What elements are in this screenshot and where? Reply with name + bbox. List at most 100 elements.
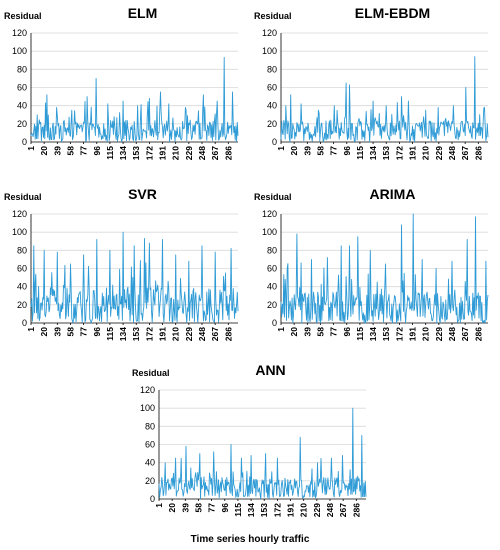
x-tick-label: 248 [325,503,335,517]
x-tick-label: 96 [220,503,230,513]
x-tick-label: 248 [447,146,457,160]
x-tick-label: 20 [39,146,49,156]
x-tick-label: 286 [473,146,483,160]
x-tick-label: 77 [79,327,89,337]
x-tick-label: 96 [342,327,352,337]
x-tick-label: 96 [342,146,352,156]
y-tick-label: 80 [17,64,27,74]
x-tick-label: 39 [302,327,312,337]
y-tick-label: 100 [140,403,155,413]
x-tick-label: 267 [338,503,348,517]
x-tick-label: 153 [381,146,391,160]
x-tick-label: 191 [286,503,296,517]
x-tick-label: 20 [39,327,49,337]
x-tick-label: 96 [92,327,102,337]
x-tick-label: 172 [272,503,282,517]
y-tick-label: 60 [267,83,277,93]
y-tick-label: 40 [145,458,155,468]
x-tick-label: 134 [246,503,256,517]
y-tick-label: 100 [262,227,277,237]
x-tick-label: 267 [460,327,470,341]
x-tick-label: 229 [312,503,322,517]
x-tick-label: 191 [158,327,168,341]
residual-series-line [280,213,489,324]
y-tick-label: 60 [267,264,277,274]
chart-title: SVR [128,186,157,202]
y-tick-label: 60 [145,440,155,450]
y-tick-label: 0 [22,318,27,328]
y-tick-label: 100 [12,227,27,237]
x-tick-label: 134 [368,327,378,341]
chart-panel-svr: SVR Residual 0 20 40 60 80 100 120 1 20 39 58 77 96 115… [0,181,245,351]
x-tick-label: 267 [210,327,220,341]
x-tick-label: 1 [26,327,36,332]
y-tick-label: 120 [262,209,277,219]
x-tick-label: 248 [197,146,207,160]
x-tick-label: 172 [394,327,404,341]
y-tick-label: 20 [145,476,155,486]
x-tick-label: 286 [473,327,483,341]
y-tick-label: 100 [262,46,277,56]
x-tick-label: 134 [368,146,378,160]
y-tick-label: 80 [145,421,155,431]
chart-panel-arima: ARIMA Residual 0 20 40 60 80 100 120 1 20 39 58 77 96 1… [250,181,495,351]
y-tick-label: 40 [267,101,277,111]
residual-series-line [30,57,239,143]
x-tick-label: 58 [315,146,325,156]
x-tick-label: 77 [79,146,89,156]
x-tick-label: 134 [118,327,128,341]
y-tick-label: 80 [267,64,277,74]
y-axis-label: Residual [4,11,42,21]
y-tick-label: 40 [267,282,277,292]
x-tick-label: 153 [131,327,141,341]
y-axis-label: Residual [254,11,292,21]
x-tick-label: 58 [65,327,75,337]
x-tick-label: 1 [26,146,36,151]
y-tick-label: 20 [17,119,27,129]
x-tick-label: 172 [144,327,154,341]
chart-title: ANN [255,362,285,378]
x-tick-label: 20 [167,503,177,513]
y-tick-label: 0 [272,318,277,328]
x-tick-label: 153 [259,503,269,517]
x-tick-label: 77 [207,503,217,513]
x-tick-label: 248 [447,327,457,341]
y-tick-label: 100 [12,46,27,56]
y-tick-label: 0 [150,494,155,504]
x-tick-label: 77 [329,146,339,156]
y-tick-label: 60 [17,264,27,274]
residual-series-line [30,231,239,324]
x-tick-label: 153 [381,327,391,341]
y-tick-label: 40 [17,101,27,111]
y-tick-label: 120 [12,209,27,219]
x-tick-label: 115 [105,146,115,160]
x-tick-label: 1 [276,146,286,151]
residual-series-line [158,407,367,500]
x-tick-label: 229 [184,327,194,341]
chart-title: ELM-EBDM [355,5,430,21]
y-tick-label: 120 [12,28,27,38]
x-axis-caption: Time series hourly traffic [190,534,310,545]
x-tick-label: 191 [158,146,168,160]
x-tick-label: 20 [289,146,299,156]
x-tick-label: 115 [355,327,365,341]
x-tick-label: 267 [210,146,220,160]
x-tick-label: 115 [355,146,365,160]
x-tick-label: 248 [197,327,207,341]
x-tick-label: 229 [184,146,194,160]
x-tick-label: 58 [65,146,75,156]
x-tick-label: 58 [193,503,203,513]
x-tick-label: 286 [223,146,233,160]
x-tick-label: 172 [394,146,404,160]
y-tick-label: 40 [17,282,27,292]
y-tick-label: 80 [267,245,277,255]
y-axis-label: Residual [4,192,42,202]
y-tick-label: 0 [22,137,27,147]
x-tick-label: 39 [52,327,62,337]
x-tick-label: 1 [276,327,286,332]
x-tick-label: 267 [460,146,470,160]
chart-panel-elm: ELM Residual 0 20 40 60 80 100 120 1 20 39 58 77 96 115… [0,0,245,170]
